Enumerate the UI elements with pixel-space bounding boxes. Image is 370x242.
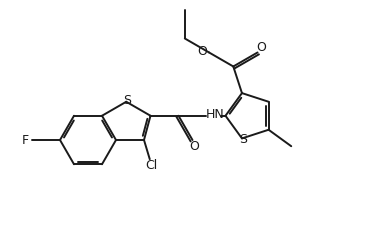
Text: O: O [197,45,207,58]
Text: HN: HN [206,108,225,121]
Text: F: F [21,134,28,146]
Text: O: O [189,141,199,153]
Text: O: O [257,41,266,54]
Text: S: S [123,94,131,107]
Text: Cl: Cl [146,159,158,172]
Text: S: S [239,133,247,146]
